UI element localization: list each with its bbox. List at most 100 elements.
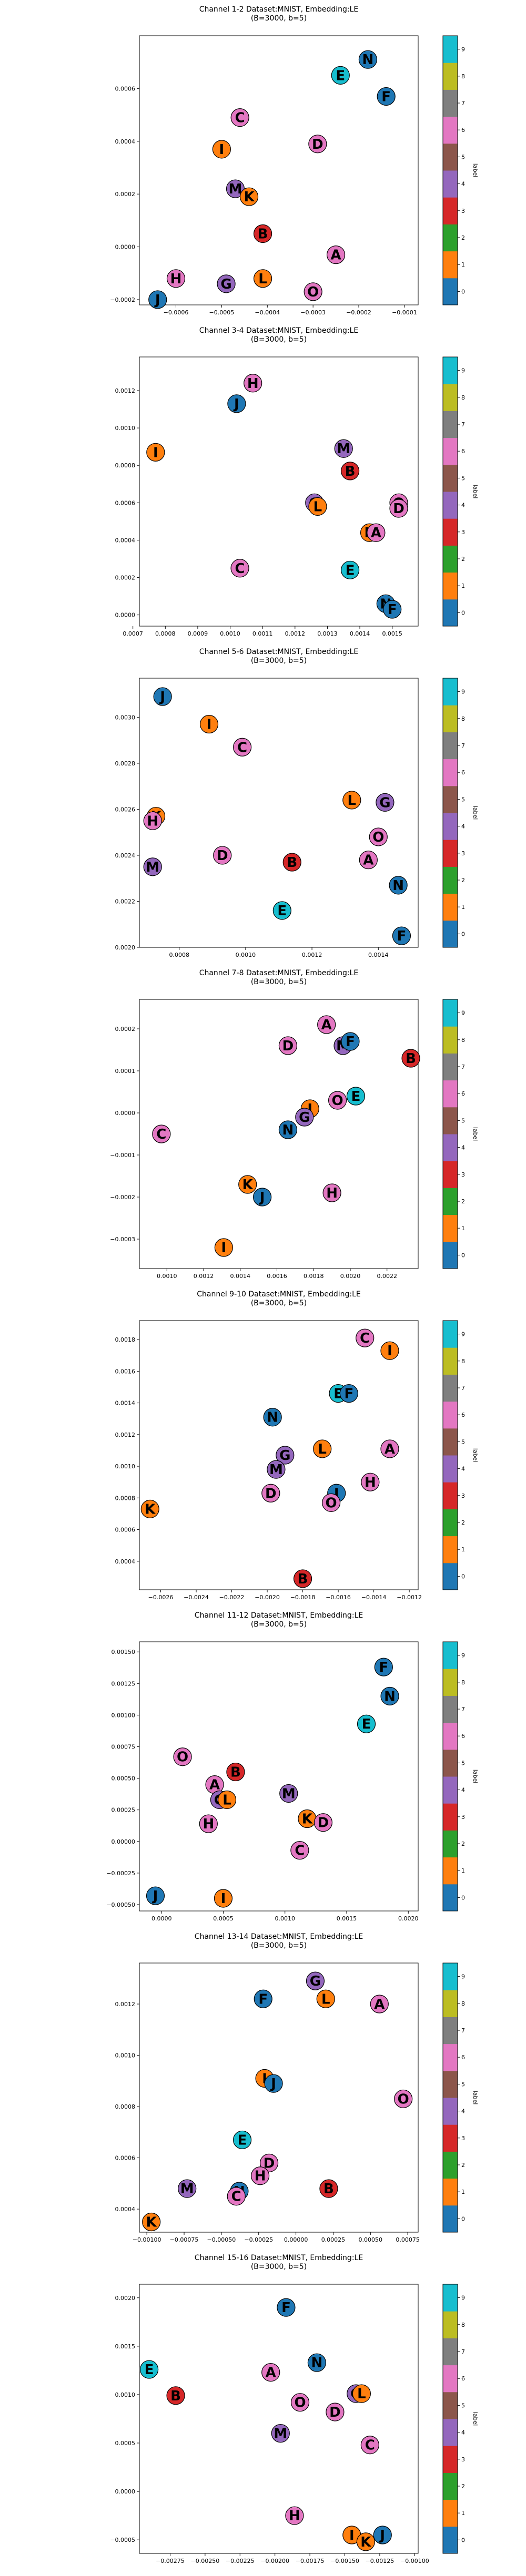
y-tick-label: 0.0020 (115, 944, 136, 951)
colorbar-segment (443, 1509, 458, 1537)
data-point-A (367, 523, 386, 542)
chart-title-line: (B=3000, b=5) (251, 2263, 307, 2271)
data-point-I (212, 140, 231, 159)
scatter-panel-6: Channel 11-12 Dataset:MNIST, Embedding:L… (106, 1611, 479, 1922)
chart-title-line: Channel 13-14 Dataset:MNIST, Embedding:L… (195, 1933, 363, 1941)
colorbar-segment (443, 1482, 458, 1509)
colorbar-segment (443, 2338, 458, 2366)
x-tick-label: −0.00250 (191, 2558, 220, 2564)
data-point-O (290, 2393, 310, 2412)
x-tick-label: −0.0012 (397, 1594, 422, 1601)
colorbar-frame (442, 1320, 458, 1590)
data-point-O (321, 1493, 341, 1512)
data-point-label: D (312, 137, 323, 152)
x-tick-label: −0.00150 (330, 2558, 359, 2564)
data-point-label: F (381, 89, 391, 105)
data-point-label: E (346, 563, 355, 578)
colorbar-tick-label: 5 (461, 2081, 465, 2088)
x-tick-label: −0.00075 (170, 2236, 199, 2243)
x-tick-label: −0.00200 (260, 2558, 289, 2564)
y-tick-label: 0.0010 (115, 1463, 136, 1470)
data-point-label: I (387, 1343, 392, 1359)
data-point-A (359, 851, 378, 870)
data-point-J (153, 687, 172, 706)
data-point-N (263, 1408, 282, 1427)
colorbar-tick-label: 2 (461, 1198, 465, 1205)
plot-area (139, 35, 419, 305)
colorbar-tick-label: 2 (461, 2162, 465, 2169)
colorbar-tick-label: 2 (461, 234, 465, 241)
data-point-J (253, 1188, 272, 1207)
colorbar-tick-label: 8 (461, 715, 465, 722)
colorbar-tick-label: 1 (461, 1867, 465, 1874)
scatter-panel-1: Channel 1-2 Dataset:MNIST, Embedding:LE(… (110, 5, 479, 316)
colorbar-tick-label: 2 (461, 556, 465, 563)
plot-area (139, 678, 419, 948)
colorbar-segment (443, 732, 458, 760)
data-point-D (389, 499, 408, 518)
x-tick-label: −0.0002 (346, 309, 371, 316)
y-tick-label: 0.0026 (115, 806, 136, 813)
data-point-label: F (258, 1991, 268, 2007)
colorbar-tick-label: 1 (461, 582, 465, 589)
colorbar-tick-label: 9 (461, 689, 465, 696)
colorbar-tick-label: 4 (461, 181, 465, 188)
colorbar-tick-label: 7 (461, 1385, 465, 1392)
data-point-D (326, 2403, 345, 2421)
y-tick-label: −0.00025 (106, 1870, 135, 1877)
y-tick-label: 0.0008 (115, 1495, 136, 1501)
data-point-A (261, 2363, 280, 2382)
data-point-B (226, 1762, 245, 1782)
y-tick-label: 0.0000 (115, 2488, 136, 2495)
x-tick-label: 0.0015 (337, 1915, 357, 1922)
y-tick-label: −0.00050 (106, 1902, 135, 1908)
data-point-label: B (323, 2181, 334, 2197)
colorbar-segment (443, 545, 458, 573)
colorbar-tick-label: 9 (461, 1331, 465, 1338)
x-tick-label: −0.00100 (133, 2236, 161, 2243)
y-tick-label: 0.0010 (115, 2052, 136, 2059)
plot-area (139, 1641, 419, 1911)
colorbar-segment (443, 599, 458, 627)
colorbar-tick-label: 6 (461, 1733, 465, 1740)
chart-title-line: (B=3000, b=5) (251, 978, 307, 986)
colorbar-tick-label: 3 (461, 529, 465, 536)
data-point-H (143, 811, 162, 830)
colorbar-segment (443, 197, 458, 224)
data-point-label: K (242, 1177, 254, 1193)
colorbar-tick-label: 8 (461, 1037, 465, 1044)
colorbar-tick-label: 4 (461, 1144, 465, 1151)
colorbar-segment (443, 437, 458, 465)
colorbar-segment (443, 1053, 458, 1081)
data-point-label: M (229, 181, 242, 197)
plot-area (139, 999, 419, 1269)
chart-title-line: (B=3000, b=5) (251, 1941, 307, 1950)
data-point-K (142, 2212, 161, 2232)
colorbar-segment (443, 116, 458, 144)
y-tick-label: 0.0002 (115, 1026, 136, 1033)
colorbar-segment (443, 1161, 458, 1188)
data-point-label: I (349, 2528, 355, 2543)
data-point-label: L (313, 499, 322, 515)
colorbar-tick-label: 2 (461, 1841, 465, 1847)
data-point-label: N (392, 878, 404, 894)
data-point-K (238, 1175, 257, 1194)
data-point-label: A (385, 1442, 395, 1457)
data-point-M (334, 439, 353, 458)
data-point-label: K (360, 2534, 371, 2550)
x-tick-label: −0.0022 (219, 1594, 245, 1601)
data-point-I (214, 1238, 233, 1257)
colorbar-segment (443, 1241, 458, 1269)
data-point-label: H (255, 2169, 266, 2184)
data-point-F (339, 1384, 358, 1403)
colorbar-segment (443, 2499, 458, 2527)
data-point-L (308, 497, 327, 516)
colorbar-segment (443, 1695, 458, 1723)
y-tick-label: 0.0006 (115, 499, 136, 506)
colorbar-tick-label: 6 (461, 2054, 465, 2061)
data-point-label: L (321, 1991, 330, 2007)
data-point-E (357, 1714, 376, 1733)
data-point-H (166, 269, 186, 288)
colorbar-segment (443, 1428, 458, 1456)
colorbar-segment (443, 1134, 458, 1161)
